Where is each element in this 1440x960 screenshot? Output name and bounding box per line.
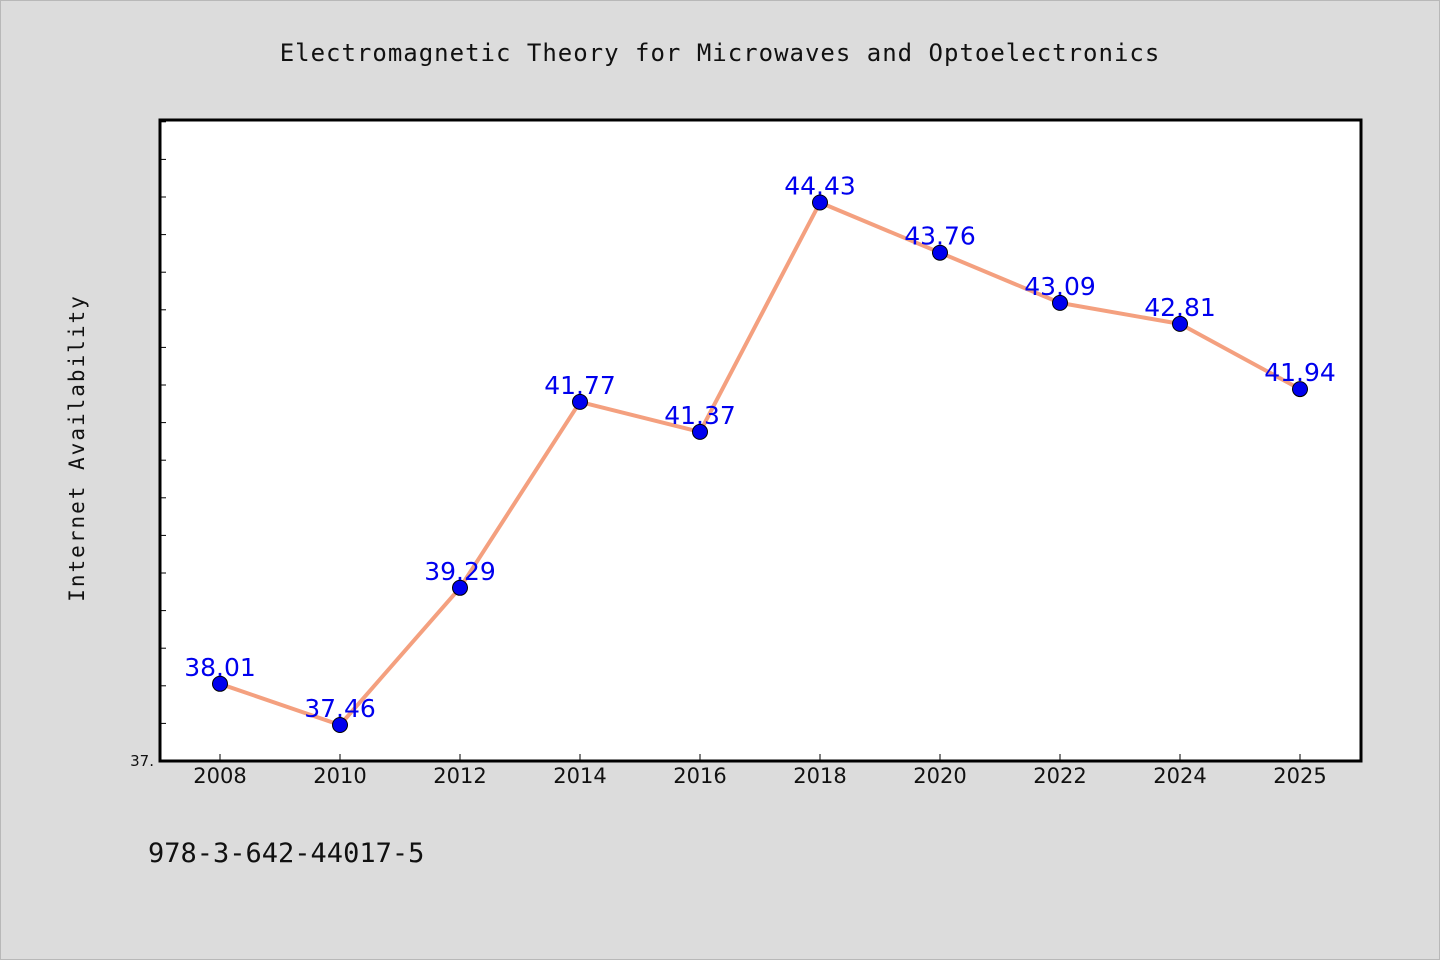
- data-point-marker: [332, 717, 348, 733]
- data-point-marker: [812, 194, 828, 211]
- data-label: 43.76: [904, 222, 976, 251]
- data-point-marker: [212, 675, 228, 692]
- x-tick-label: 2010: [313, 764, 366, 788]
- data-point-marker: [1052, 294, 1068, 311]
- data-label: 41.37: [664, 401, 736, 430]
- data-label: 37.46: [304, 694, 376, 723]
- data-point-marker: [1172, 315, 1188, 332]
- x-axis-ticks: 2008 2010 2012 2014 2016 2018 2020 2022 2024 2025: [193, 754, 1327, 788]
- data-label: 41.94: [1264, 358, 1336, 387]
- data-point-marker: [452, 579, 468, 596]
- data-label: 39.29: [424, 557, 496, 586]
- y-axis-ticks: [160, 121, 166, 724]
- series-line: [218, 200, 1302, 727]
- chart-title: Electromagnetic Theory for Microwaves an…: [280, 39, 1161, 67]
- x-tick-label: 2022: [1033, 764, 1086, 788]
- data-point-marker: [572, 393, 588, 410]
- x-tick-label: 2024: [1153, 764, 1206, 788]
- x-tick-label: 2016: [673, 764, 726, 788]
- x-tick-label: 2020: [913, 764, 966, 788]
- x-tick-label: 2012: [433, 764, 486, 788]
- x-tick-label: 2014: [553, 764, 606, 788]
- x-tick-label: 2018: [793, 764, 846, 788]
- data-label: 42.81: [1144, 293, 1216, 322]
- y-axis-label: Internet Availability: [65, 294, 89, 602]
- data-label: 38.01: [184, 653, 256, 682]
- x-tick-label: 2025: [1273, 764, 1326, 788]
- data-label: 44.43: [784, 172, 856, 201]
- data-label: 41.77: [544, 371, 616, 400]
- data-label: 43.09: [1024, 272, 1096, 301]
- data-point-marker: [1292, 381, 1308, 398]
- y-min-tick-label: 37.: [130, 752, 154, 770]
- isbn-text: 978-3-642-44017-5: [148, 838, 424, 869]
- data-point-marker: [932, 244, 948, 261]
- plot-area: [158, 118, 1363, 763]
- data-point-marker: [692, 423, 708, 440]
- x-tick-label: 2008: [193, 764, 246, 788]
- series-layer: 38.01 37.46 39.29 41.77 41.37 44.43 43.76 43.09…: [184, 172, 1336, 733]
